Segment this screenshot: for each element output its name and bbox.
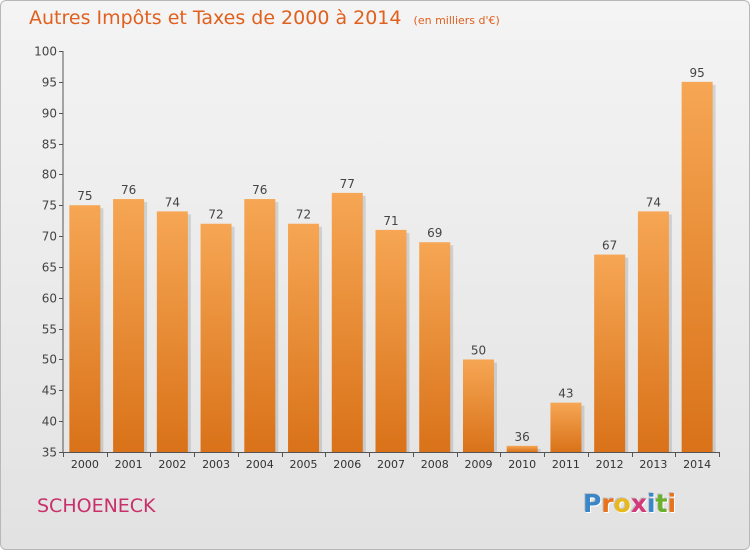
y-axis: 35 40 45 50 55 60 65 70 75 80 85 90 95 100 <box>34 45 64 460</box>
y-tick-label: 70 <box>42 230 57 244</box>
bar-value-label: 76 <box>252 183 267 197</box>
x-tick-label: 2011 <box>552 458 580 471</box>
y-tick-label: 95 <box>42 76 57 90</box>
bar-value-label: 77 <box>340 177 355 191</box>
bar <box>681 81 713 452</box>
bar-value-label: 36 <box>515 430 530 444</box>
bar-value-label: 74 <box>165 195 180 209</box>
x-tick-label: 2003 <box>202 458 230 471</box>
bar <box>375 229 407 452</box>
bar-value-label: 76 <box>121 183 136 197</box>
bar <box>244 199 276 452</box>
x-tick-label: 2007 <box>377 458 405 471</box>
bar <box>113 199 145 452</box>
chart-title-main: Autres Impôts et Taxes de 2000 à 2014 <box>29 7 402 29</box>
logo-letter: x <box>630 489 647 518</box>
bar <box>288 223 320 452</box>
chart-title-unit: (en milliers d'€) <box>413 14 500 27</box>
y-tick-label: 55 <box>42 323 57 337</box>
x-tick-label: 2000 <box>71 458 99 471</box>
y-tick-label: 60 <box>42 292 57 306</box>
x-tick-label: 2010 <box>508 458 536 471</box>
y-tick-label: 50 <box>42 353 57 367</box>
y-tick-label: 90 <box>42 107 57 121</box>
logo-letter: o <box>613 489 631 518</box>
y-tick-label: 40 <box>42 415 57 429</box>
x-tick-label: 2006 <box>333 458 361 471</box>
bar-value-label: 43 <box>558 387 573 401</box>
logo-letter: P <box>583 489 602 518</box>
bar-value-label: 72 <box>296 208 311 222</box>
logo-letter: r <box>601 489 614 518</box>
bar-value-label: 50 <box>471 343 486 357</box>
bars: 75 76 74 72 76 72 77 71 69 50 36 43 67 74 95 <box>69 66 716 452</box>
bar <box>200 223 232 452</box>
logo-letter: t <box>655 489 668 518</box>
y-tick-label: 75 <box>42 199 57 213</box>
y-tick-label: 85 <box>42 138 57 152</box>
bar-value-label: 69 <box>427 226 442 240</box>
x-tick-label: 2014 <box>683 458 711 471</box>
bar-value-label: 95 <box>689 66 704 80</box>
bar-value-label: 67 <box>602 239 617 253</box>
x-tick-label: 2002 <box>158 458 186 471</box>
chart-title: Autres Impôts et Taxes de 2000 à 2014 (e… <box>29 7 500 29</box>
x-axis: 2000 2001 2002 2003 2004 2005 2006 2007 2008 2009… <box>63 452 720 471</box>
x-tick-label: 2013 <box>639 458 667 471</box>
bar <box>594 254 626 452</box>
x-tick-label: 2005 <box>290 458 318 471</box>
bar <box>637 211 669 452</box>
x-tick-label: 2012 <box>596 458 624 471</box>
x-tick-label: 2001 <box>115 458 143 471</box>
bar <box>69 205 101 452</box>
commune-name: SCHOENECK <box>37 495 156 517</box>
bar <box>462 359 494 452</box>
bar <box>331 192 363 452</box>
bar <box>506 445 538 452</box>
y-tick-label: 35 <box>42 446 57 460</box>
bar-value-label: 74 <box>646 195 661 209</box>
bar <box>419 242 451 452</box>
logo-letter: i <box>667 489 677 518</box>
x-tick-label: 2009 <box>464 458 492 471</box>
bar-value-label: 71 <box>383 214 398 228</box>
x-tick-label: 2004 <box>246 458 274 471</box>
y-tick-label: 100 <box>34 45 57 59</box>
logo-letter: i <box>647 489 656 518</box>
bar <box>156 211 188 452</box>
proxiti-logo: Proxiti <box>583 489 676 518</box>
bar-value-label: 72 <box>208 208 223 222</box>
y-tick-label: 80 <box>42 168 57 182</box>
bar <box>550 402 582 452</box>
y-tick-label: 65 <box>42 261 57 275</box>
x-tick-label: 2008 <box>421 458 449 471</box>
bar-value-label: 75 <box>77 189 92 203</box>
y-tick-label: 45 <box>42 384 57 398</box>
